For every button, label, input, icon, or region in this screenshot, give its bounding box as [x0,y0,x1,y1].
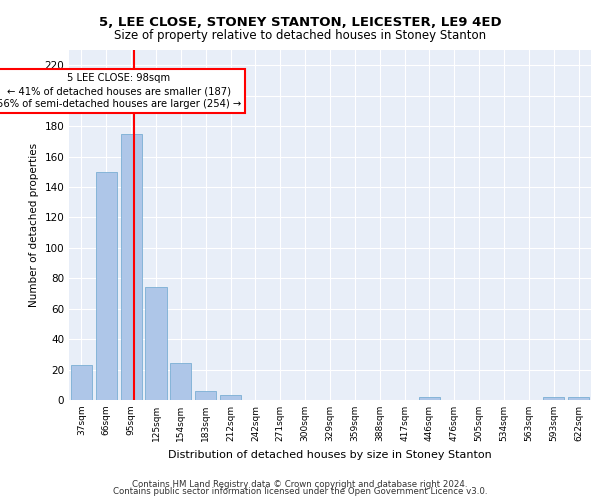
Text: Contains HM Land Registry data © Crown copyright and database right 2024.: Contains HM Land Registry data © Crown c… [132,480,468,489]
Y-axis label: Number of detached properties: Number of detached properties [29,143,39,307]
Text: 5, LEE CLOSE, STONEY STANTON, LEICESTER, LE9 4ED: 5, LEE CLOSE, STONEY STANTON, LEICESTER,… [98,16,502,29]
Bar [195,391,216,400]
X-axis label: Distribution of detached houses by size in Stoney Stanton: Distribution of detached houses by size … [168,450,492,460]
Bar [419,397,440,400]
Bar [170,364,191,400]
Bar [568,397,589,400]
Text: 5 LEE CLOSE: 98sqm
← 41% of detached houses are smaller (187)
56% of semi-detach: 5 LEE CLOSE: 98sqm ← 41% of detached hou… [0,73,241,109]
Bar [220,396,241,400]
Text: Size of property relative to detached houses in Stoney Stanton: Size of property relative to detached ho… [114,29,486,42]
Bar [71,365,92,400]
Text: Contains public sector information licensed under the Open Government Licence v3: Contains public sector information licen… [113,488,487,496]
Bar [121,134,142,400]
Bar [543,397,564,400]
Bar [96,172,117,400]
Bar [145,288,167,400]
